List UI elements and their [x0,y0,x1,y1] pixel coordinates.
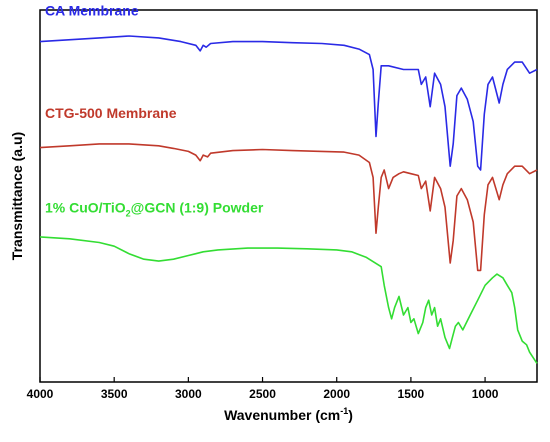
x-tick-label: 3500 [101,387,128,401]
series-label-main: 1% CuO/TiO [45,200,126,216]
x-axis-ticks: 4000 3500 3000 2500 2000 1500 1000 [27,377,499,401]
series-lines [39,35,538,364]
series-line-3 [39,236,538,364]
series-labels: CA Membrane CTG-500 Membrane 1% CuO/TiO2@G… [45,3,264,219]
series-label-3: 1% CuO/TiO2@GCN (1:9) Powder [45,200,264,219]
x-axis-title-main: Wavenumber (cm [224,407,340,423]
x-tick-label: 2000 [323,387,350,401]
y-axis-title: Transmittance (a.u) [9,132,25,260]
x-axis-title-sup: -1 [340,406,348,416]
series-label-1: CA Membrane [45,3,139,19]
x-tick-label: 4000 [27,387,54,401]
series-label-main: CTG-500 Membrane [45,105,177,121]
x-axis-title: Wavenumber (cm-1) [224,406,353,423]
x-tick-label: 1500 [398,387,425,401]
plot-frame [39,9,538,383]
series-label-end: @GCN (1:9) Powder [131,200,264,216]
x-tick-label: 3000 [175,387,202,401]
plot-area [39,9,538,383]
series-label-main: CA Membrane [45,3,139,19]
series-line-1 [39,35,538,171]
series-label-2: CTG-500 Membrane [45,105,177,121]
series-label-sub: 2 [126,209,131,219]
series-line-2 [39,143,538,272]
x-tick-label: 1000 [472,387,499,401]
x-tick-label: 2500 [249,387,276,401]
x-axis-title-end: ) [348,407,353,423]
